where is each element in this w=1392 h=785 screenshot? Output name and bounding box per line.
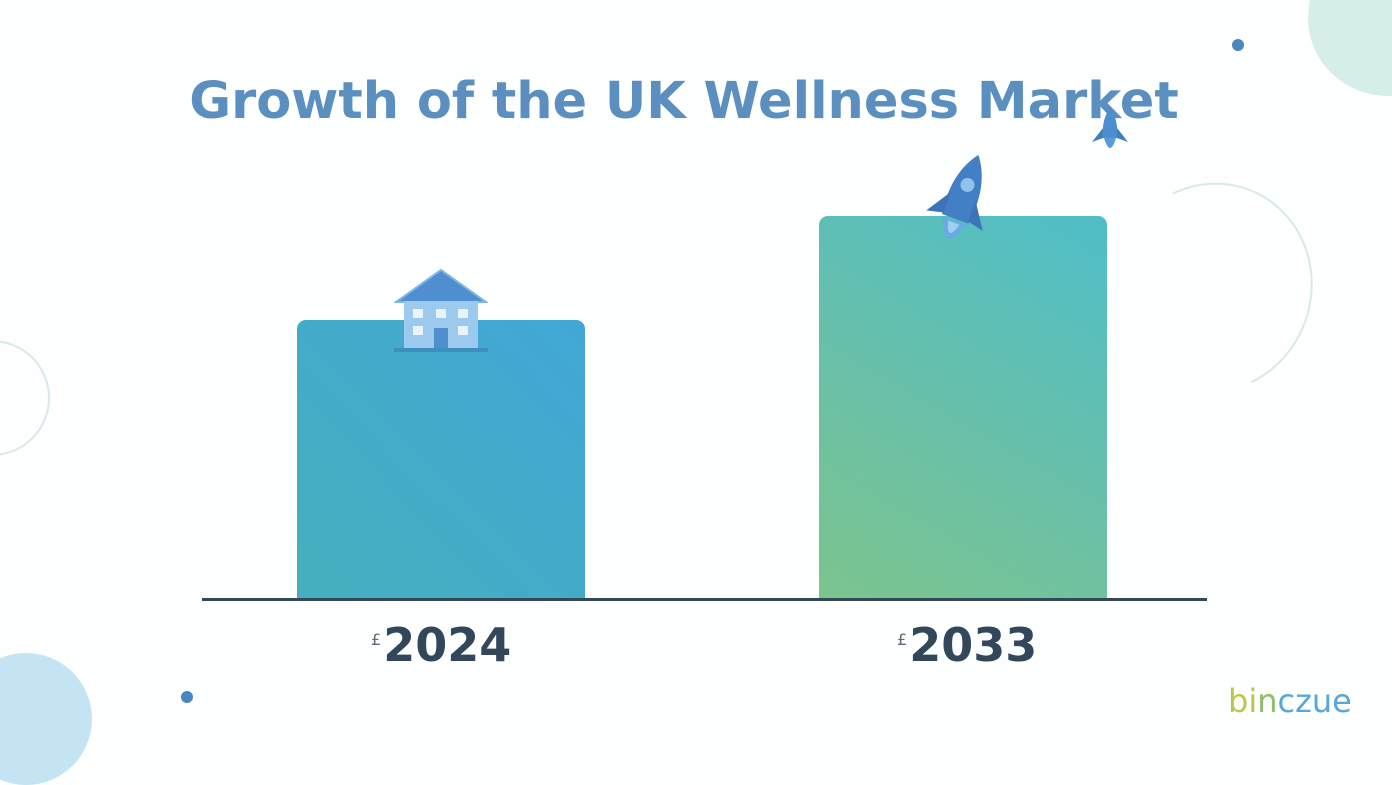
currency-symbol: £: [897, 630, 908, 649]
logo-part: n: [1257, 682, 1278, 720]
decorative-arc-right: [1081, 154, 1343, 422]
small-rocket-icon: [1092, 108, 1128, 148]
year-label: 2033: [909, 618, 1038, 672]
category-label-2024: £2024: [371, 618, 511, 672]
category-label-2033: £2033: [897, 618, 1037, 672]
chart-title: Growth of the UK Wellness Market: [189, 72, 1179, 131]
logo-part: bi: [1228, 682, 1258, 720]
x-axis-line: [202, 598, 1207, 601]
currency-symbol: £: [371, 630, 382, 649]
year-label: 2024: [383, 618, 512, 672]
bar-2024: [297, 320, 585, 600]
bar-2033: [819, 216, 1107, 600]
decorative-circle-bottom-left: [0, 653, 92, 785]
decorative-dot-top-right: [1232, 39, 1244, 51]
decorative-dot-bottom-left: [181, 691, 193, 703]
decorative-ring-left: [0, 340, 50, 456]
brand-logo: binczue: [1228, 682, 1352, 720]
house-icon: [394, 268, 488, 352]
rocket-icon: [926, 154, 983, 239]
logo-part: czue: [1277, 682, 1352, 720]
